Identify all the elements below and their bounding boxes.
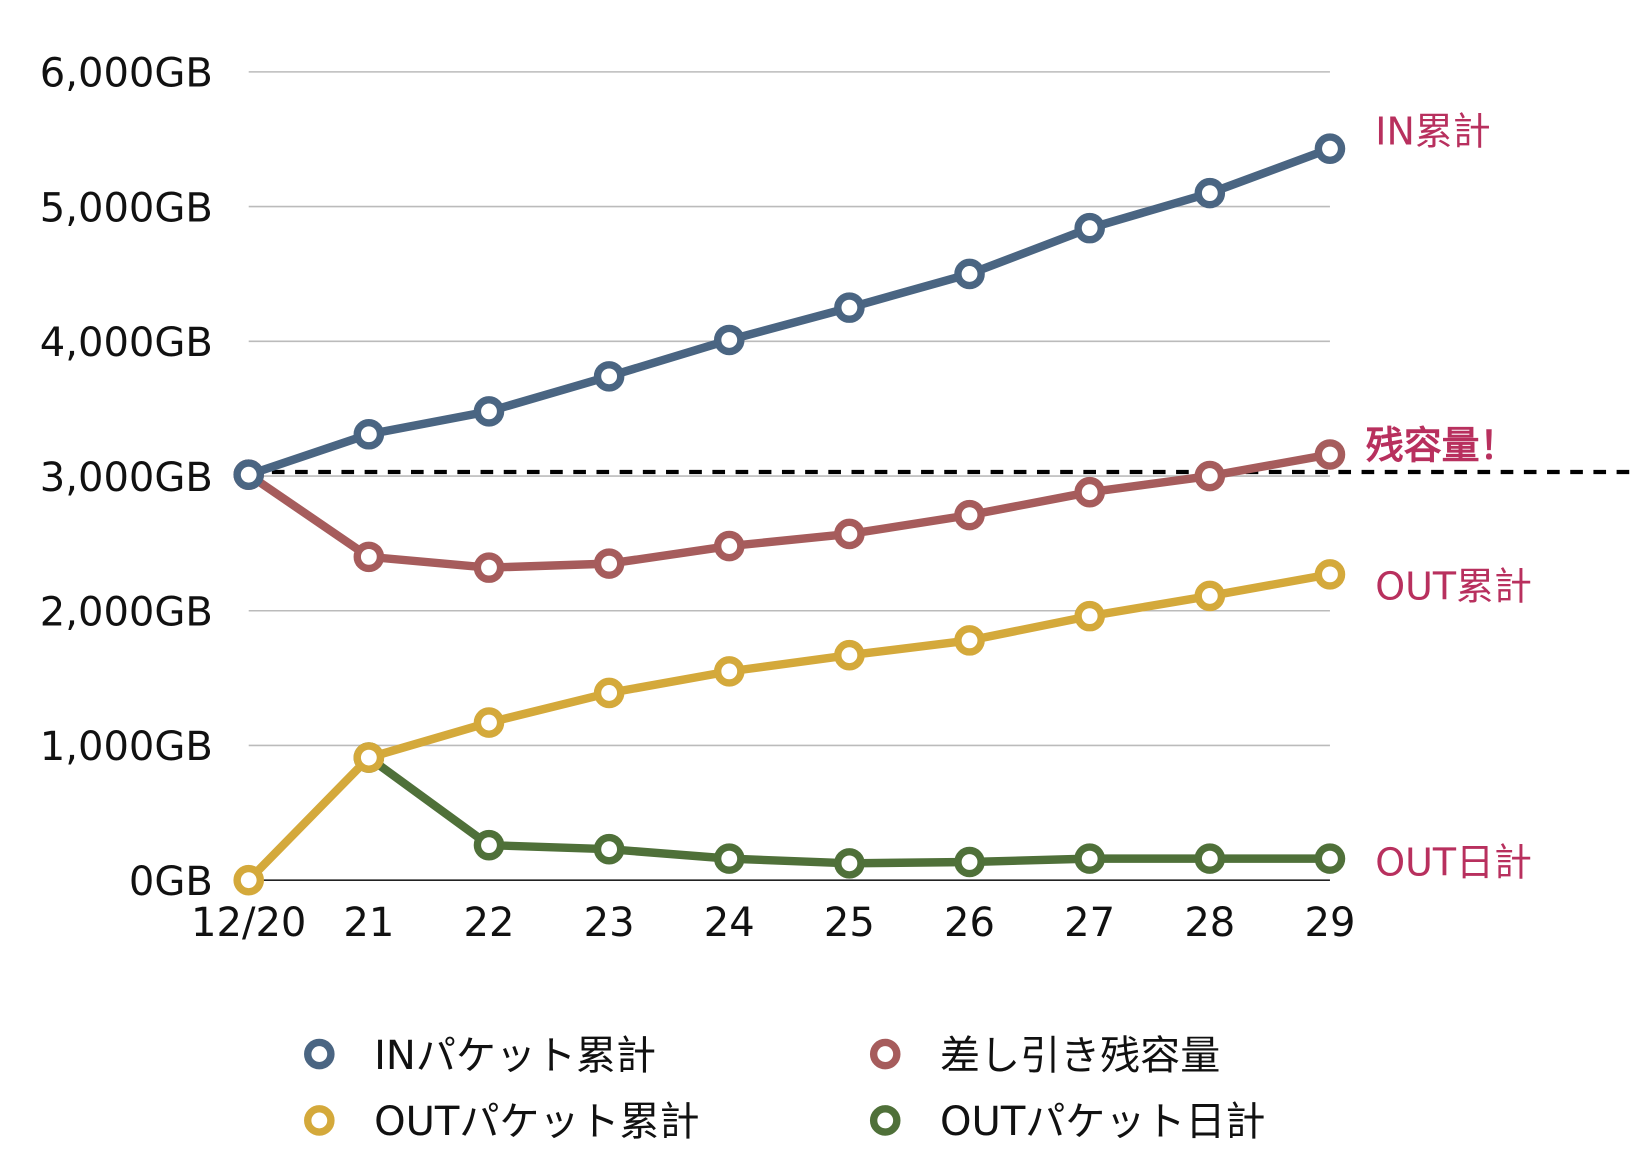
legend-marker-outday [869, 1105, 901, 1136]
data-point-in [233, 459, 264, 490]
data-point-in [353, 418, 385, 450]
data-point-outday [954, 846, 985, 878]
legend-marker-diff [869, 1038, 901, 1070]
data-point-in [1074, 212, 1105, 244]
gridlines [248, 71, 1330, 881]
end-label-diff: 残容量！ [1366, 424, 1518, 468]
data-point-in [954, 258, 985, 290]
legend-label-outcum: OUTパケット累計 [374, 1099, 699, 1145]
y-tick-label: 6,000GB [40, 51, 213, 97]
series-end-labels: OUT日計 OUT累計 残容量！ IN累計 [1366, 109, 1532, 884]
data-point-in [713, 324, 745, 356]
x-tick-label: 25 [824, 900, 875, 946]
data-point-in [1314, 133, 1346, 164]
legend-marker-outcum [304, 1105, 335, 1136]
x-tick-label: 29 [1304, 900, 1355, 946]
data-point-outcum [1314, 559, 1346, 590]
y-tick-label: 1,000GB [40, 724, 213, 770]
series-line-diff [246, 450, 1331, 572]
data-point-outday [1074, 843, 1105, 874]
data-point-in [593, 361, 625, 392]
data-point-diff [954, 499, 985, 531]
series-line-outday [366, 754, 1330, 868]
data-point-diff [473, 552, 505, 583]
x-tick-label: 21 [343, 900, 394, 946]
end-label-outday: OUT日計 [1375, 840, 1532, 884]
y-tick-label: 4,000GB [40, 320, 213, 366]
data-point-outcum [834, 639, 865, 671]
data-point-outcum [954, 625, 985, 656]
data-point-outcum [713, 656, 745, 687]
x-axis-ticks: 12/20 21 22 23 24 25 26 27 28 29 [191, 900, 1355, 946]
data-point-diff [713, 530, 745, 562]
data-point-outcum [593, 677, 625, 709]
y-tick-label: 5,000GB [40, 185, 213, 231]
x-tick-label: 26 [944, 900, 995, 946]
legend-label-diff: 差し引き残容量 [940, 1033, 1220, 1079]
data-point-outday [1194, 843, 1226, 874]
x-tick-label: 28 [1184, 900, 1235, 946]
data-point-outcum [353, 742, 385, 773]
data-point-outday [713, 843, 745, 874]
series-lines [233, 133, 1346, 896]
data-point-outday [593, 833, 625, 865]
data-point-diff [1314, 439, 1346, 470]
y-axis-ticks: 0GB 1,000GB 2,000GB 3,000GB 4,000GB 5,000GB 6,… [40, 51, 213, 905]
end-label-in: IN累計 [1375, 109, 1490, 153]
x-tick-label: 22 [464, 900, 515, 946]
x-tick-label: 12/20 [191, 900, 306, 946]
data-point-diff [1194, 460, 1226, 492]
data-point-diff [353, 541, 385, 573]
data-point-diff [1074, 476, 1105, 508]
legend-marker-in [304, 1038, 335, 1070]
x-tick-label: 24 [704, 900, 755, 946]
data-point-outcum [1074, 600, 1105, 632]
data-point-in [473, 396, 505, 427]
y-tick-label: 2,000GB [40, 590, 213, 636]
data-point-diff [834, 518, 865, 550]
data-point-outcum [1194, 580, 1226, 612]
data-point-outcum [473, 707, 505, 738]
legend: INパケット累計 差し引き残容量 OUTパケット累計 OUTパケット日計 [304, 1033, 1265, 1145]
data-point-diff [593, 548, 625, 579]
legend-label-in: INパケット累計 [374, 1033, 656, 1079]
y-tick-label: 0GB [129, 859, 213, 905]
data-point-outday [834, 848, 865, 879]
y-tick-label: 3,000GB [40, 455, 213, 501]
data-point-outday [473, 829, 505, 861]
series-line-outcum [245, 570, 1331, 884]
data-point-in [834, 292, 865, 323]
x-tick-label: 27 [1064, 900, 1115, 946]
x-tick-label: 23 [584, 900, 635, 946]
end-label-outcum: OUT累計 [1375, 565, 1532, 609]
data-point-in [1194, 177, 1226, 209]
legend-label-outday: OUTパケット日計 [940, 1099, 1265, 1145]
data-point-outday [1314, 843, 1346, 874]
series-line-in [247, 144, 1332, 479]
data-point-outcum [233, 864, 264, 896]
